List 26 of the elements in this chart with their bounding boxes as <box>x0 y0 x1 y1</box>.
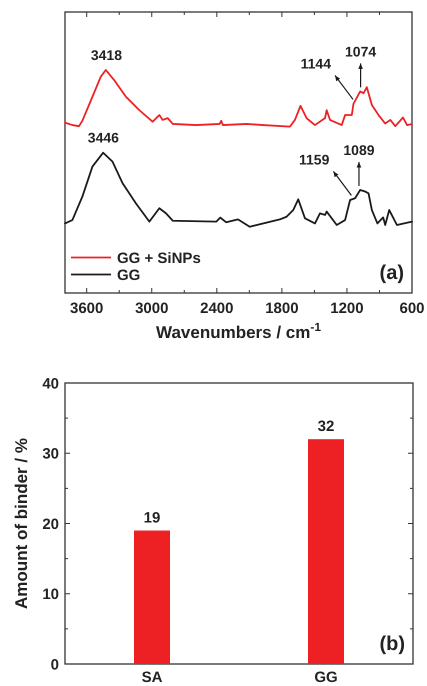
annotation: 1159 <box>299 151 330 168</box>
x-tick-label: 2400 <box>200 300 234 317</box>
y-tick-label: 0 <box>50 656 59 674</box>
annotation: 1089 <box>343 142 375 158</box>
y-tick-label: 10 <box>42 586 59 603</box>
x-tick-label: 3600 <box>70 300 104 317</box>
x-tick-label: 1800 <box>265 300 299 317</box>
y-axis-title: Amount of binder / % <box>12 438 31 609</box>
annotation: (b) <box>379 633 405 655</box>
legend-label: GG <box>117 266 140 284</box>
y-tick-label: 30 <box>42 446 59 462</box>
annotation: 1144 <box>300 55 332 72</box>
data-label: 19 <box>144 510 160 527</box>
x-tick-label: SA <box>142 669 163 686</box>
annotation: 1074 <box>345 43 376 60</box>
x-tick-label: 3000 <box>135 300 168 317</box>
annotation: 3418 <box>90 46 122 63</box>
annotation: 3446 <box>88 130 120 146</box>
legend-label: GG + SiNPs <box>117 250 201 267</box>
y-tick-label: 20 <box>42 516 59 533</box>
data-label: 32 <box>318 418 334 436</box>
x-tick-label: 1200 <box>330 300 364 317</box>
annotation: (a) <box>380 262 404 284</box>
x-tick-label: 600 <box>399 300 425 317</box>
y-tick-label: 40 <box>42 375 59 392</box>
x-axis-title: Wavenumbers / cm$^{-1}$ <box>156 320 322 342</box>
